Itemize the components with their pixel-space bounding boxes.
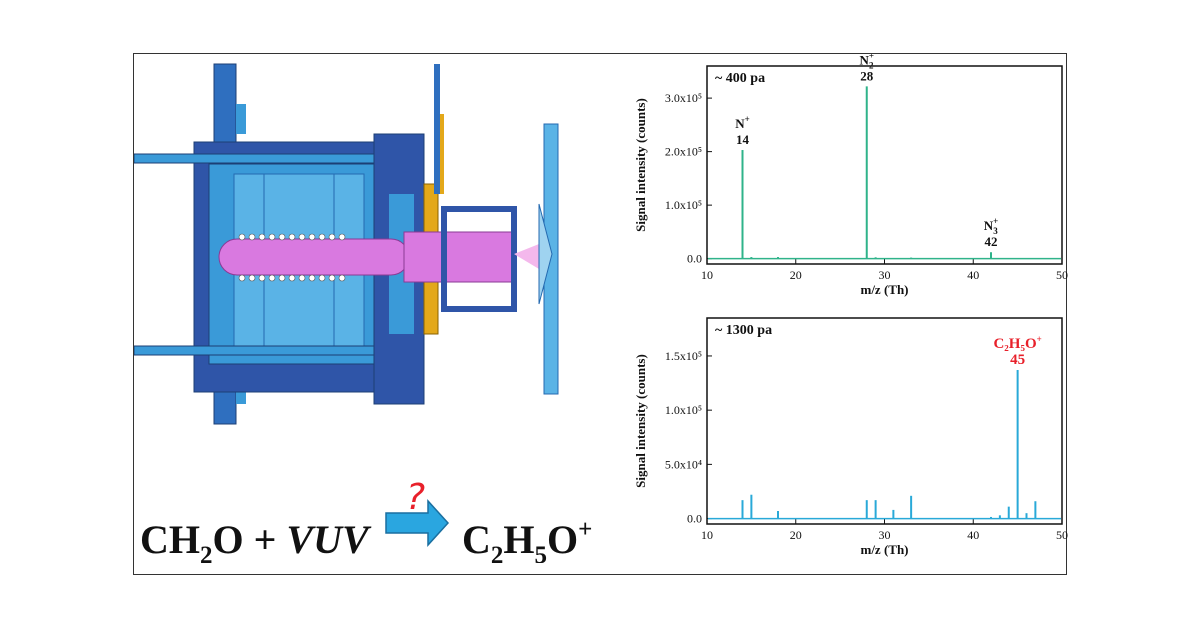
y-axis-title: Signal intensity (counts) xyxy=(633,354,648,488)
reaction-arrow-icon: ? xyxy=(385,479,450,547)
peak-ion-label: N+ 2 xyxy=(859,54,874,70)
x-tick-label: 30 xyxy=(879,528,891,542)
y-tick-label: 2.0x10⁵ xyxy=(665,145,702,159)
y-tick-label: 1.0x10⁵ xyxy=(665,198,702,212)
y-tick-label: 0.0 xyxy=(687,512,702,526)
chart-top-400pa: 10 20 30 40 50 0.0 1.0x10⁵ 2.0x10⁵ 3.0x10⁵ m/z (T… xyxy=(633,54,1068,297)
pressure-annotation: ~ 1300 pa xyxy=(715,323,772,338)
eq-left-tail: O + xyxy=(213,517,287,562)
y-tick-label: 1.5x10⁵ xyxy=(665,349,702,363)
plot-frame xyxy=(706,65,1063,265)
y-axis-title: Signal intensity (counts) xyxy=(633,98,648,232)
x-axis-title: m/z (Th) xyxy=(860,282,908,297)
eq-vuv: VUV xyxy=(286,517,372,562)
x-axis-title: m/z (Th) xyxy=(860,542,908,557)
x-tick-label: 50 xyxy=(1056,528,1068,542)
y-tick-label: 3.0x10⁵ xyxy=(665,91,702,105)
peak-mass-label: 45 xyxy=(1010,352,1025,368)
eq-left: CH xyxy=(140,517,200,562)
chart-bottom-1300pa: 10 20 30 40 50 0.0 5.0x10⁴ 1.0x10⁵ 1.5x10⁵ m/z (T… xyxy=(633,317,1068,557)
peak-ion-label: C₂H₅O+ xyxy=(993,334,1041,352)
reaction-equation: CH2O + VUV C2H5O+ xyxy=(140,516,592,563)
equation-text: CH2O + VUV xyxy=(140,517,372,563)
peak-mass-label: 14 xyxy=(736,132,750,147)
x-tick-label: 30 xyxy=(879,268,891,282)
x-tick-label: 40 xyxy=(967,268,979,282)
x-tick-label: 40 xyxy=(967,528,979,542)
x-tick-label: 10 xyxy=(701,528,713,542)
mass-spectra: 10 20 30 40 50 0.0 1.0x10⁵ 2.0x10⁵ 3.0x10⁵ m/z (T… xyxy=(633,54,1068,557)
eq-right: C2H5O+ xyxy=(462,516,592,563)
peak-mass-label: 28 xyxy=(860,68,874,83)
y-tick-label: 0.0 xyxy=(687,252,702,266)
x-tick-label: 50 xyxy=(1056,268,1068,282)
x-tick-label: 20 xyxy=(790,528,802,542)
peak-ion-label: N+ xyxy=(735,114,750,131)
ion-source-schematic-icon xyxy=(134,63,559,425)
x-tick-label: 10 xyxy=(701,268,713,282)
eq-left-sub: 2 xyxy=(200,542,213,563)
question-mark: ? xyxy=(406,479,425,518)
peak-ion-label: N+ 3 xyxy=(984,216,999,236)
y-tick-label: 1.0x10⁵ xyxy=(665,403,702,417)
peak-mass-label: 42 xyxy=(985,234,998,249)
x-tick-label: 20 xyxy=(790,268,802,282)
y-tick-label: 5.0x10⁴ xyxy=(665,457,702,471)
figure-panel: 10 20 30 40 50 0.0 1.0x10⁵ 2.0x10⁵ 3.0x10⁵ m/z (T… xyxy=(133,53,1068,575)
pressure-annotation: ~ 400 pa xyxy=(715,71,765,86)
